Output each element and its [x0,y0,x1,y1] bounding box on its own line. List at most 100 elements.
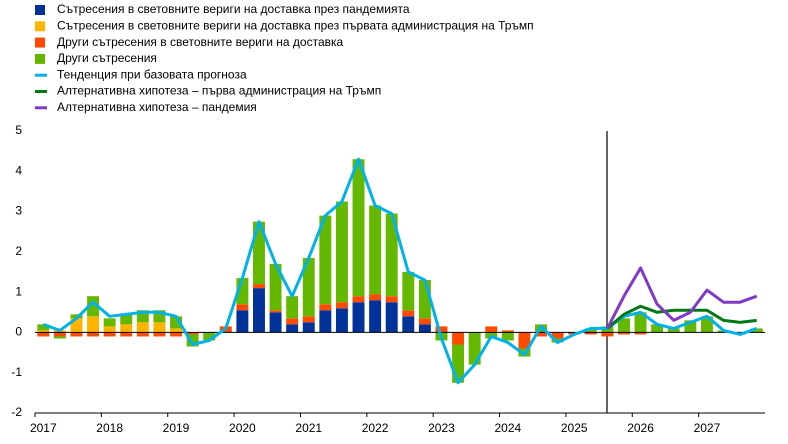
y-tick-label: -1 [11,365,22,379]
bar [53,336,66,339]
bar [418,318,431,325]
legend-swatch [35,37,45,48]
bar [418,280,431,319]
bar [70,332,83,337]
bar [302,316,315,323]
bar [186,332,199,335]
bar [551,332,564,339]
line [606,304,757,330]
x-tick-label: 2020 [229,421,256,435]
legend-swatch [35,21,45,32]
x-tick-label: 2021 [295,421,322,435]
x-tick-label: 2026 [627,421,654,435]
legend-label: Сътресения в световните вериги на достав… [57,18,534,32]
bar [485,326,498,333]
legend-label: Други сътресения в световните вериги на … [57,35,344,49]
bar [170,316,182,329]
legend-label: Сътресения в световните вериги на достав… [57,2,410,16]
x-tick-label: 2024 [494,421,521,435]
bar [253,221,265,285]
y-tick-label: 4 [15,163,22,177]
line [606,266,758,330]
legend-swatch [35,53,45,64]
bar [136,322,149,333]
bar [369,294,382,301]
bar [369,205,382,295]
bar [286,318,299,325]
bar [103,318,116,327]
y-tick-label: 3 [15,204,22,218]
y-tick-label: 0 [15,325,22,339]
bar [352,296,365,303]
bar [136,332,149,337]
bar [684,320,697,333]
x-tick-label: 2019 [163,421,190,435]
bar [103,332,116,337]
y-tick-label: -2 [11,405,22,419]
bar [70,318,83,333]
bar [302,322,315,333]
bar [120,324,133,333]
bar [253,284,265,289]
bar [584,332,597,335]
bar [501,330,514,333]
bar [236,278,249,305]
bar [37,324,50,331]
bar [120,332,133,337]
bar [618,318,630,333]
bar [335,201,348,303]
bar [352,302,365,333]
bar [37,332,50,337]
bar [87,316,100,333]
bar [170,328,182,333]
y-tick-label: 5 [15,123,22,137]
bar [286,324,299,333]
bar [302,257,315,317]
bar [535,332,547,337]
bar [601,332,614,337]
x-tick-label: 2018 [96,421,123,435]
y-tick-label: 1 [15,284,22,298]
bar [501,332,514,341]
bar [618,332,630,335]
bar [651,324,664,333]
bar [369,300,382,333]
bar [700,316,713,333]
bar [87,296,100,317]
bar [153,310,166,323]
bar [136,310,149,323]
x-tick-label: 2017 [30,421,57,435]
bar [352,159,365,297]
bar [584,328,597,333]
bar [253,288,265,333]
bar [385,296,398,303]
bar [385,302,398,333]
bar [402,316,415,333]
bar [103,326,116,333]
bar [385,213,398,297]
bar [402,272,415,311]
legend-label: Тенденция при базовата прогноза [57,67,247,81]
bar [452,332,465,345]
bar [634,312,647,333]
legend-label: Алтернативна хипотеза – първа администра… [57,84,381,98]
bar [286,296,299,319]
bar [87,332,100,337]
bar [667,328,680,333]
bar [335,308,348,333]
bar [319,304,332,311]
bar [170,332,182,337]
bar [236,310,249,333]
bar [153,322,166,333]
bar [468,332,481,365]
bar [335,302,348,309]
y-tick-label: 2 [15,244,22,258]
bar [750,328,763,333]
bar [319,215,332,305]
bar [153,332,166,337]
bar [37,330,50,333]
bar [435,326,448,333]
bar [53,332,66,337]
bar [518,332,531,349]
bar [634,332,647,335]
